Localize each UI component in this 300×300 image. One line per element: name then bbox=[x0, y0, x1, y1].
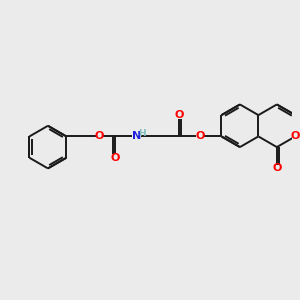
Text: H: H bbox=[138, 129, 145, 138]
Text: O: O bbox=[95, 131, 104, 141]
Text: O: O bbox=[195, 131, 205, 141]
Text: N: N bbox=[131, 131, 141, 141]
Text: O: O bbox=[272, 164, 281, 173]
Text: O: O bbox=[110, 153, 119, 163]
Text: O: O bbox=[174, 110, 184, 120]
Text: O: O bbox=[291, 131, 300, 141]
